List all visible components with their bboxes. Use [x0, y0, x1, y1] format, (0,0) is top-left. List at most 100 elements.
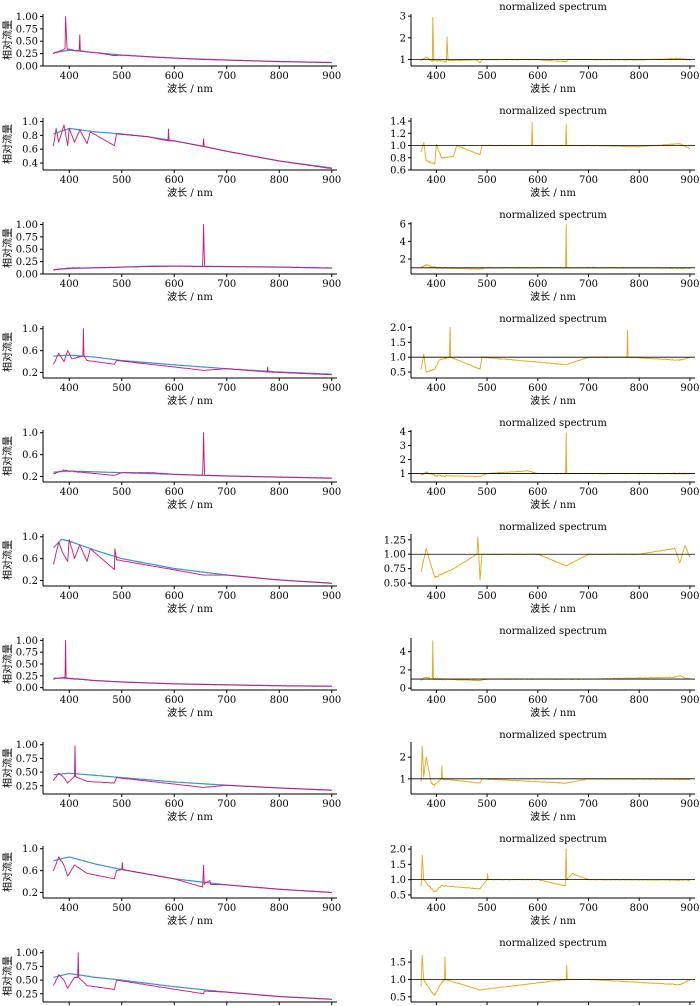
x-tick-label: 700: [217, 695, 236, 706]
x-tick-label: 900: [680, 903, 699, 914]
y-tick-label: 1.0: [390, 975, 406, 986]
y-tick-label: 0.6: [22, 450, 38, 461]
x-axis-label: 波长 / nm: [167, 186, 213, 199]
x-axis-label: 波长 / nm: [167, 706, 213, 719]
x-tick-label: 700: [217, 591, 236, 602]
y-axis-label: 相对流量: [1, 436, 14, 476]
y-tick-label: 4: [400, 237, 406, 248]
x-tick-label: 600: [165, 695, 184, 706]
series-spectrum: [53, 539, 332, 584]
y-tick-label: 1.00: [16, 948, 38, 959]
panel-L4: 400 500 600 700 800 900 0.2 0.6 1.0 波长 / nm 相对流量: [1, 324, 341, 407]
y-axis-label: 相对流量: [1, 228, 14, 268]
y-tick-label: 0.2: [22, 472, 38, 483]
x-tick-label: 700: [579, 71, 598, 82]
x-tick-label: 800: [270, 695, 289, 706]
y-tick-label: 0.5: [390, 890, 406, 901]
x-tick-label: 500: [112, 799, 131, 810]
panel-R9: normalized spectrum 400 500 600 700 800 900 0.5…: [390, 834, 699, 927]
y-tick-label: 0.75: [16, 962, 38, 973]
x-tick-label: 900: [680, 695, 699, 706]
y-axis-label: 相对流量: [1, 748, 14, 788]
x-tick-label: 900: [322, 279, 341, 290]
y-tick-label: 2: [400, 665, 406, 676]
panel-R10: normalized spectrum4005006007008009000.5…: [390, 938, 695, 1005]
x-axis-label: 波长 / nm: [530, 810, 576, 823]
series-spectrum: [53, 432, 332, 479]
x-tick-label: 600: [165, 903, 184, 914]
x-tick-label: 700: [217, 71, 236, 82]
x-tick-label: 700: [579, 383, 598, 394]
y-tick-label: 0.50: [384, 579, 406, 590]
panel-L6: 400 500 600 700 800 900 0.2 0.6 1.0 波长 / nm 相对流量: [1, 532, 341, 615]
x-tick-label: 700: [579, 799, 598, 810]
x-tick-label: 500: [112, 903, 131, 914]
series-spectrum: [53, 16, 333, 64]
y-axis-label: 相对流量: [1, 644, 14, 684]
x-tick-label: 400: [427, 383, 446, 394]
x-axis-label: 波长 / nm: [530, 394, 576, 407]
series-normalized: [420, 224, 691, 270]
y-tick-label: 0.6: [22, 346, 38, 357]
x-axis-label: 波长 / nm: [530, 602, 576, 615]
y-tick-label: 1.00: [16, 220, 38, 231]
x-tick-label: 600: [528, 903, 547, 914]
x-tick-label: 400: [427, 279, 446, 290]
y-tick-label: 1.2: [390, 129, 406, 140]
y-tick-label: 1.0: [22, 428, 38, 439]
panel-R8: normalized spectrum 400 500 600 700 800 900 1 2 波…: [400, 730, 700, 823]
y-axis-label: 相对流量: [1, 852, 14, 892]
y-tick-label: 0.25: [16, 989, 38, 1000]
x-tick-label: 400: [60, 903, 79, 914]
x-tick-label: 600: [165, 799, 184, 810]
series-continuum: [53, 49, 332, 64]
y-axis-label: 相对流量: [1, 124, 14, 164]
y-tick-label: 0.75: [384, 564, 406, 575]
y-tick-label: 1.0: [22, 324, 38, 335]
panel-title: normalized spectrum: [499, 522, 607, 533]
x-axis-label: 波长 / nm: [167, 82, 213, 95]
series-normalized: [420, 954, 691, 996]
x-tick-label: 400: [427, 903, 446, 914]
y-tick-label: 0.25: [16, 671, 38, 682]
x-tick-label: 600: [165, 383, 184, 394]
y-tick-label: 0.00: [16, 683, 38, 694]
y-tick-label: 0: [400, 684, 406, 695]
x-tick-label: 900: [680, 383, 699, 394]
series-normalized: [420, 536, 691, 581]
y-tick-label: 0.75: [16, 232, 38, 243]
y-tick-label: 0.75: [16, 648, 38, 659]
x-tick-label: 800: [630, 487, 649, 498]
x-tick-label: 400: [60, 487, 79, 498]
y-tick-label: 2: [400, 455, 406, 466]
x-tick-label: 500: [112, 487, 131, 498]
y-tick-label: 6: [400, 219, 406, 230]
x-tick-label: 900: [322, 383, 341, 394]
x-tick-label: 600: [528, 383, 547, 394]
y-tick-label: 1.5: [390, 338, 406, 349]
x-axis-label: 波长 / nm: [530, 498, 576, 511]
x-tick-label: 900: [680, 591, 699, 602]
x-tick-label: 800: [630, 279, 649, 290]
y-tick-label: 1: [400, 774, 406, 785]
x-tick-label: 900: [680, 279, 699, 290]
x-tick-label: 800: [270, 591, 289, 602]
x-tick-label: 500: [478, 695, 497, 706]
x-axis-label: 波长 / nm: [167, 290, 213, 303]
series-spectrum: [53, 952, 332, 1000]
y-axis-label: 相对流量: [1, 540, 14, 580]
y-tick-label: 0.75: [16, 24, 38, 35]
x-axis-label: 波长 / nm: [530, 706, 576, 719]
x-tick-label: 700: [579, 591, 598, 602]
y-tick-label: 1: [400, 55, 406, 66]
x-tick-label: 400: [60, 279, 79, 290]
y-tick-label: 0.50: [16, 768, 38, 779]
x-tick-label: 600: [165, 487, 184, 498]
x-tick-label: 900: [322, 487, 341, 498]
x-tick-label: 900: [680, 175, 699, 186]
series-normalized: [420, 432, 691, 478]
x-tick-label: 400: [427, 799, 446, 810]
y-tick-label: 0.8: [22, 131, 38, 142]
x-tick-label: 500: [478, 487, 497, 498]
